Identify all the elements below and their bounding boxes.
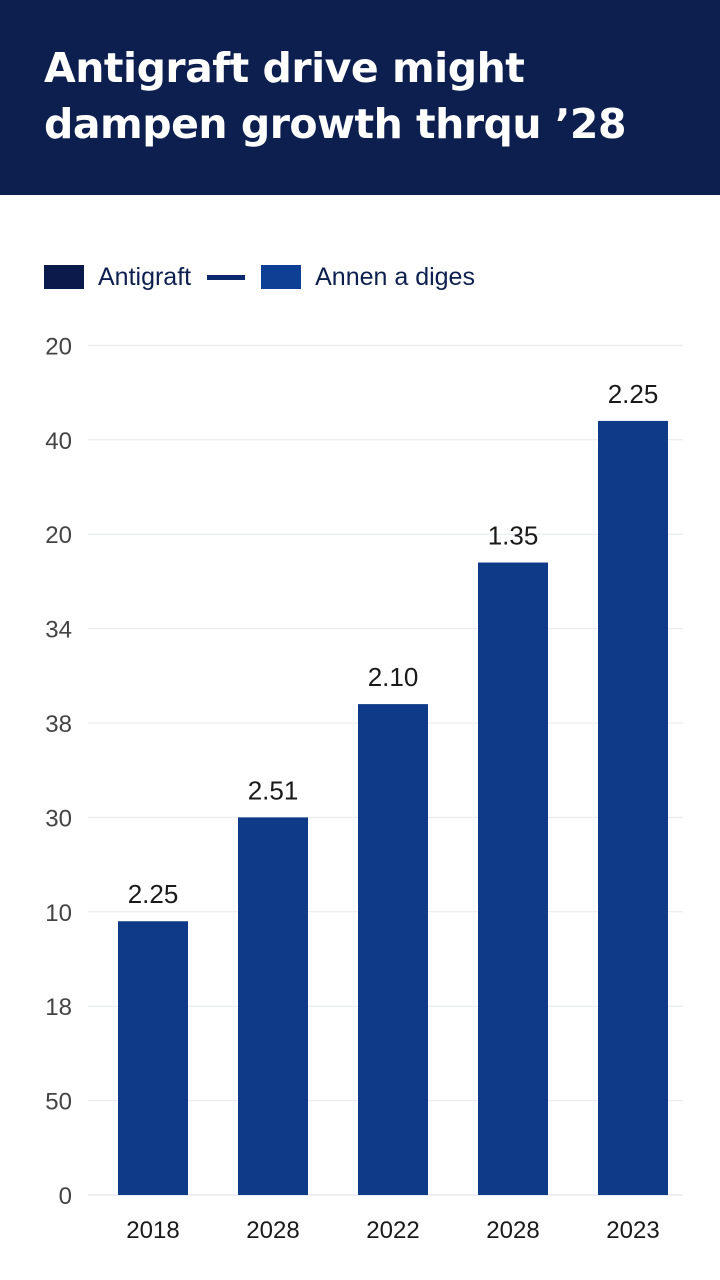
legend-line-marker — [207, 274, 246, 280]
bar-2028 — [478, 562, 548, 1195]
bar-2023 — [598, 420, 668, 1195]
y-tick-label: 10 — [45, 900, 72, 927]
legend-swatch-annen — [261, 265, 302, 289]
y-tick-label: 30 — [45, 805, 72, 832]
y-tick-label: 20 — [45, 333, 72, 360]
bar-2018 — [118, 921, 188, 1195]
data-label: 2.10 — [368, 662, 419, 692]
y-tick-label: 50 — [45, 1089, 72, 1116]
y-tick-label: 18 — [45, 994, 72, 1021]
legend-label-antigraft: Antigraft — [98, 262, 192, 291]
legend-swatch-antigraft — [44, 265, 84, 289]
x-tick-label: 2018 — [126, 1217, 179, 1244]
x-tick-label: 2028 — [246, 1217, 299, 1244]
legend: Antigraft Annen a diges — [44, 262, 475, 292]
x-tick-label: 2022 — [366, 1217, 419, 1244]
legend-label-annen: Annen a diges — [315, 262, 475, 291]
x-tick-label: 2028 — [486, 1217, 539, 1244]
bar-2022 — [358, 704, 428, 1195]
y-tick-label: 34 — [45, 617, 72, 644]
title-banner: Antigraft drive might dampen growth thrq… — [0, 0, 720, 195]
chart-title: Antigraft drive might dampen growth thrq… — [44, 44, 626, 148]
data-label: 2.25 — [128, 879, 179, 909]
y-tick-label: 38 — [45, 711, 72, 738]
data-label: 2.25 — [608, 379, 659, 409]
x-tick-label: 2023 — [606, 1217, 659, 1244]
data-label: 1.35 — [488, 521, 539, 551]
y-tick-label: 0 — [59, 1183, 72, 1210]
data-label: 2.51 — [248, 775, 299, 805]
y-tick-label: 40 — [45, 428, 72, 455]
bar-2028 — [238, 817, 308, 1195]
y-tick-label: 20 — [45, 522, 72, 549]
